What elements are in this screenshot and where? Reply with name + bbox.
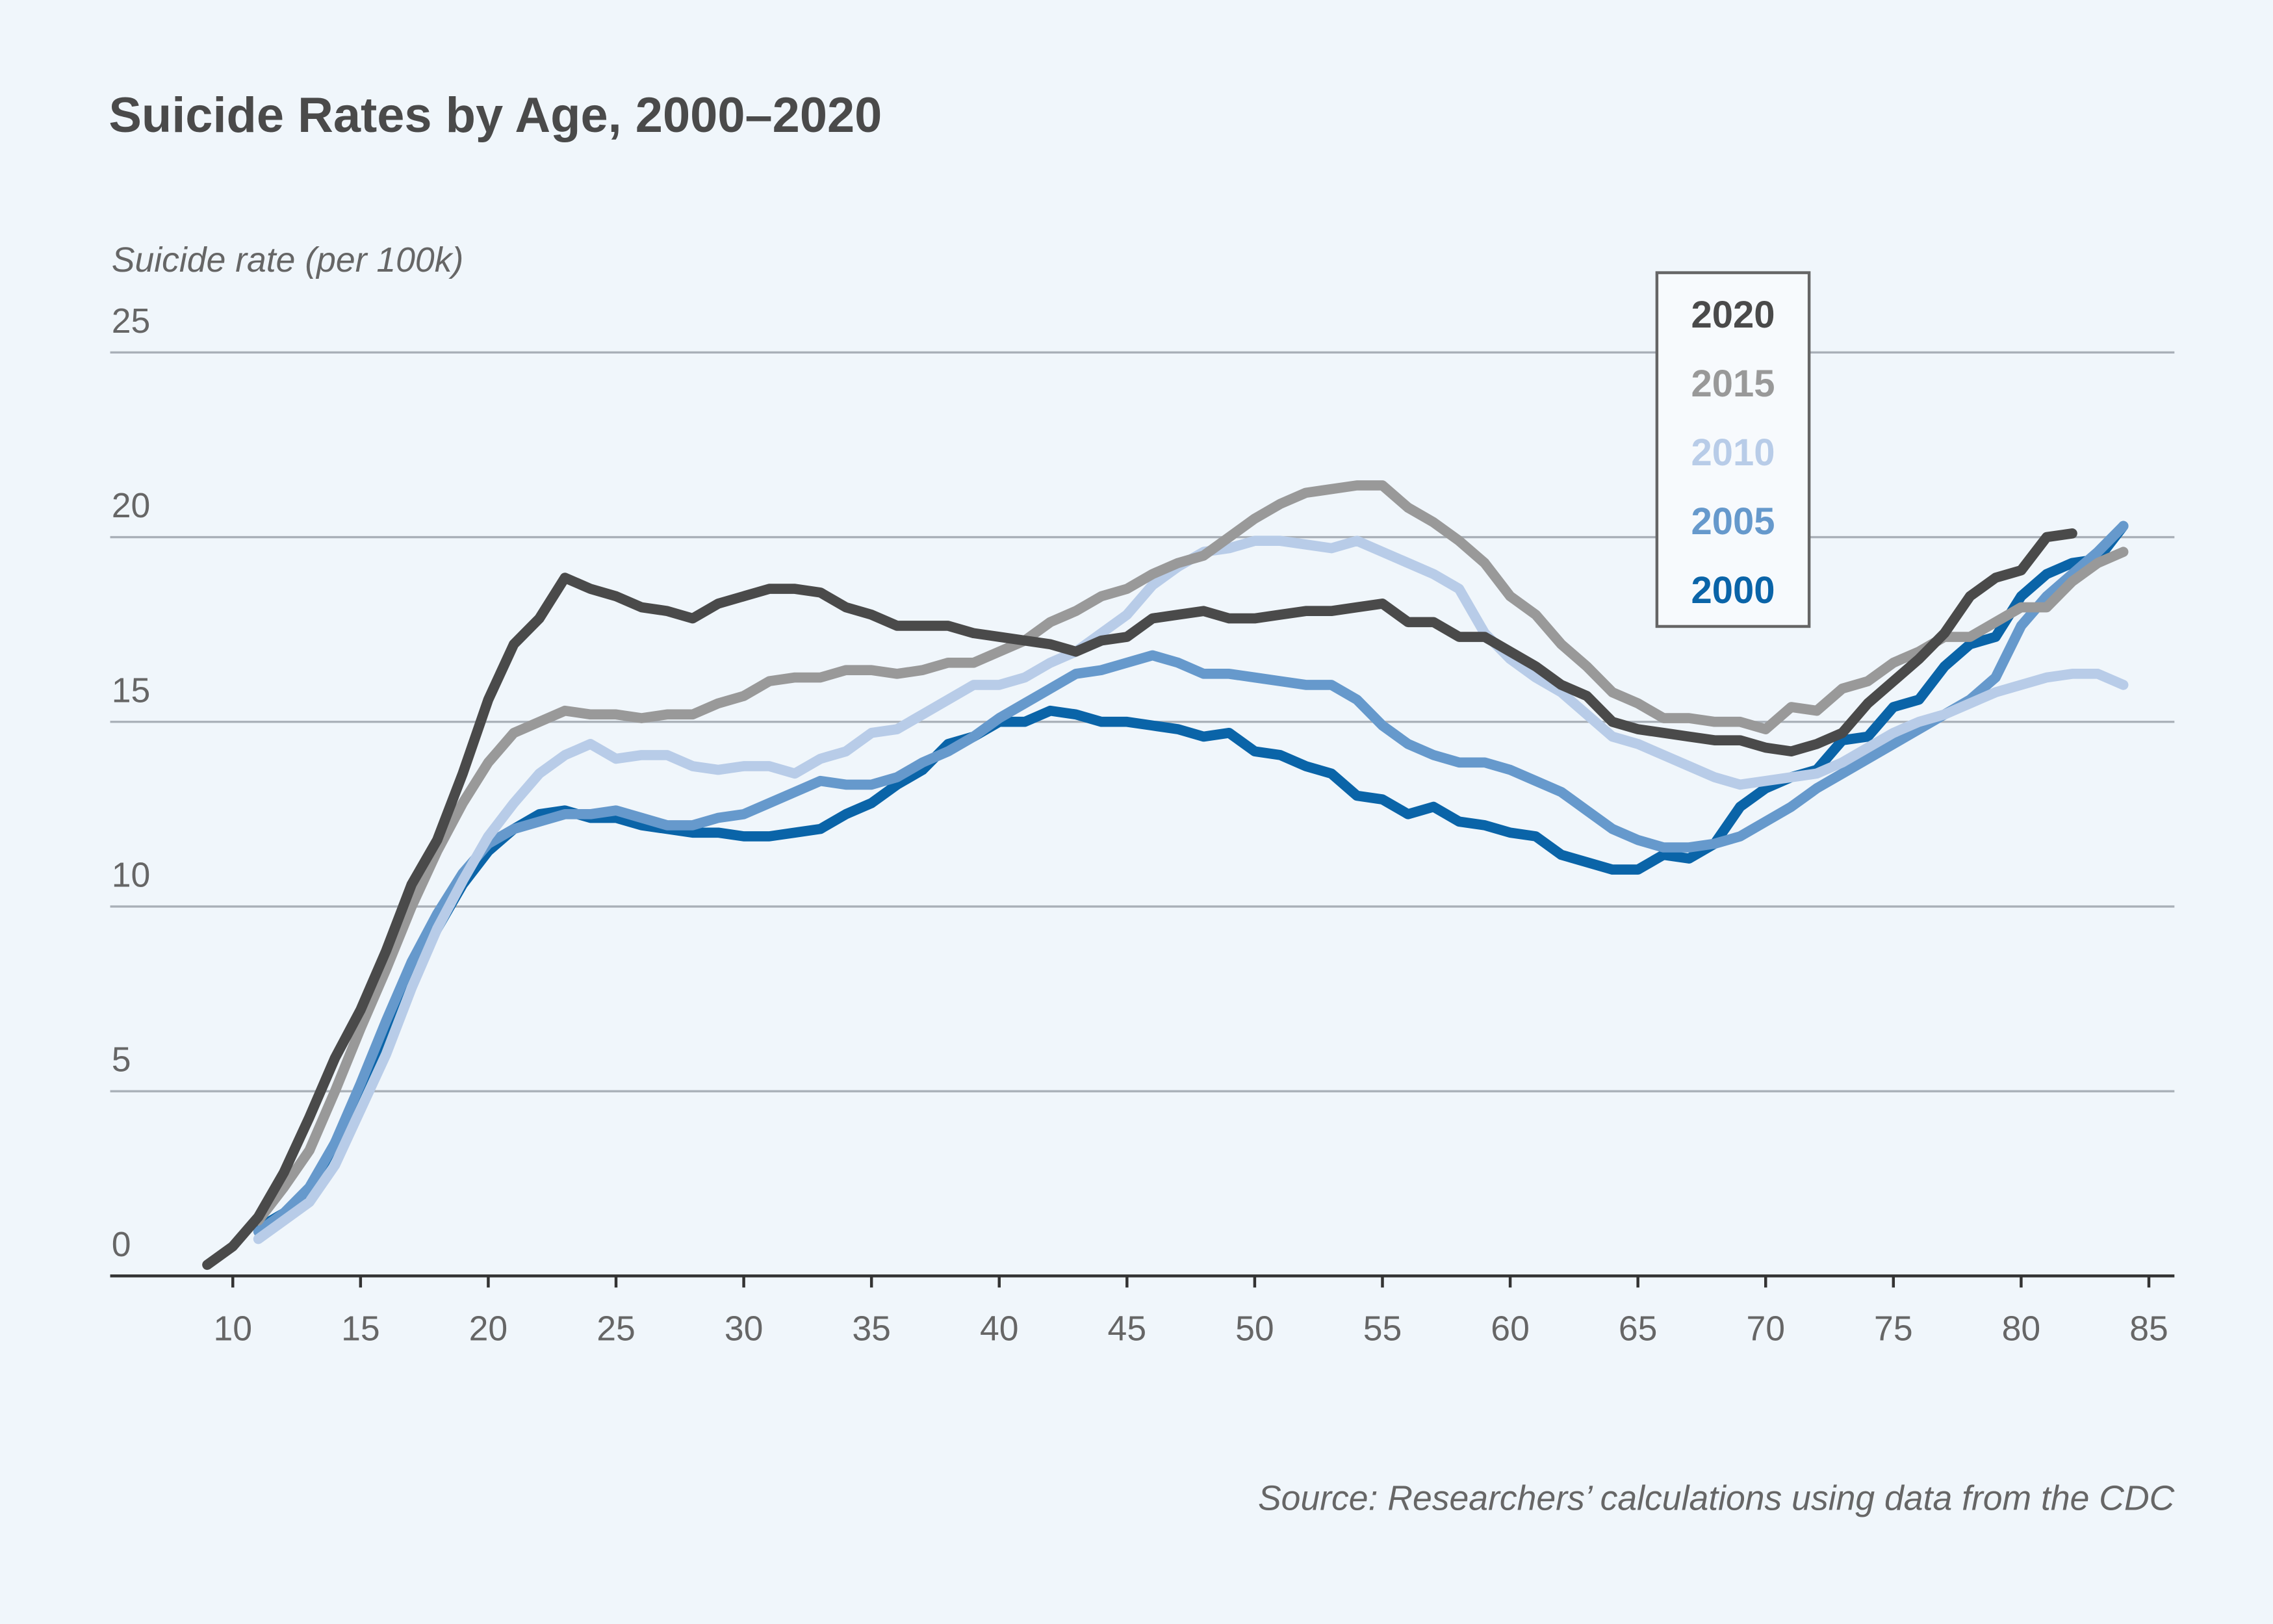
y-tick-label: 20 — [112, 487, 151, 525]
series-line — [202, 528, 2077, 1270]
y-tick-label: 0 — [112, 1226, 131, 1264]
x-tick-label: 10 — [213, 1309, 252, 1348]
y-axis-label: Suicide rate (per 100k) — [112, 241, 464, 279]
chart-title: Suicide Rates by Age, 2000–2020 — [109, 88, 882, 143]
x-tick-label: 80 — [2002, 1309, 2041, 1348]
x-tick-label: 75 — [1874, 1309, 1913, 1348]
y-tick-label: 25 — [112, 302, 151, 341]
series-line — [253, 480, 2129, 1226]
x-tick-label: 20 — [469, 1309, 508, 1348]
legend-entry: 2020 — [1691, 294, 1775, 336]
legend-entry: 2010 — [1691, 432, 1775, 474]
legend-entry: 2015 — [1691, 363, 1775, 405]
x-tick-label: 70 — [1746, 1309, 1785, 1348]
x-tick-label: 45 — [1108, 1309, 1147, 1348]
x-tick-label: 40 — [980, 1309, 1019, 1348]
y-tick-label: 5 — [112, 1041, 131, 1079]
legend-box — [1655, 271, 1811, 628]
x-tick-label: 15 — [341, 1309, 380, 1348]
x-tick-label: 35 — [852, 1309, 891, 1348]
legend-entry: 2005 — [1691, 500, 1775, 543]
series-line — [253, 521, 2129, 1237]
y-tick-label: 10 — [112, 856, 151, 894]
x-tick-label: 60 — [1491, 1309, 1530, 1348]
x-tick-label: 55 — [1363, 1309, 1402, 1348]
source-note: Source: Researchers’ calculations using … — [1258, 1479, 2175, 1517]
x-tick-label: 30 — [725, 1309, 764, 1348]
x-tick-label: 65 — [1619, 1309, 1658, 1348]
x-tick-label: 25 — [597, 1309, 636, 1348]
y-tick-label: 15 — [112, 671, 151, 710]
legend-entry: 2000 — [1691, 569, 1775, 612]
x-tick-label: 50 — [1235, 1309, 1274, 1348]
x-tick-label: 85 — [2129, 1309, 2168, 1348]
